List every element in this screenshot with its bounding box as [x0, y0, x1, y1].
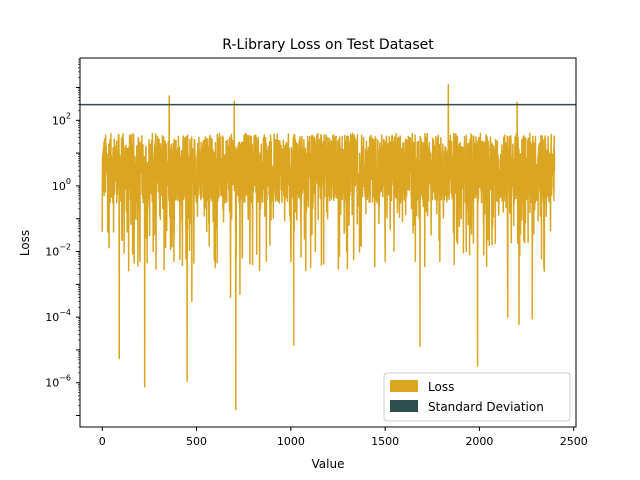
- legend-box: [383, 372, 571, 422]
- x-tick-label: 0: [99, 435, 106, 448]
- legend: Loss Standard Deviation: [383, 372, 571, 422]
- x-tick-label: 1500: [371, 435, 399, 448]
- loss-series: [101, 84, 556, 411]
- x-tick-label: 500: [186, 435, 207, 448]
- x-tick-label: 2500: [560, 435, 588, 448]
- legend-swatch: [390, 400, 418, 412]
- x-axis-label: Value: [312, 457, 345, 471]
- x-axis: 0 500 1000 1500 2000 2500: [99, 427, 588, 448]
- legend-swatch: [390, 380, 418, 392]
- loss-line: [101, 84, 556, 411]
- legend-label: Loss: [428, 380, 454, 394]
- legend-label: Standard Deviation: [428, 400, 544, 414]
- plot-area-frame: [79, 57, 577, 428]
- x-tick-label: 2000: [465, 435, 493, 448]
- chart-title: R-Library Loss on Test Dataset: [222, 37, 434, 53]
- x-tick-label: 1000: [277, 435, 305, 448]
- y-axis-label: Loss: [18, 230, 32, 256]
